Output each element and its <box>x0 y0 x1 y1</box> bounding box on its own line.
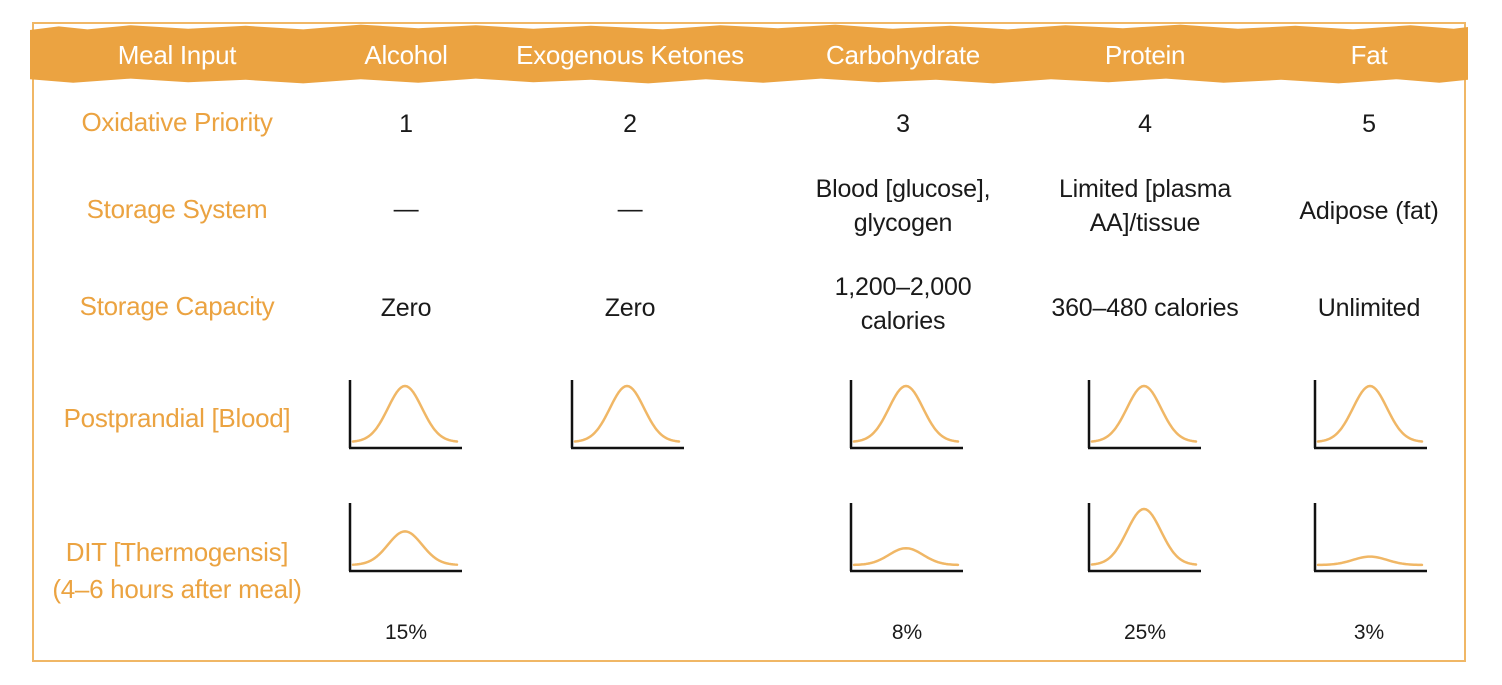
dit-curve-carbohydrate-line <box>852 546 960 567</box>
header-meal-input: Meal Input <box>117 40 237 70</box>
postprandial-curve-carbohydrate-line <box>852 384 960 443</box>
postprandial-curve-fat-line <box>1316 384 1424 443</box>
postprandial-curve-protein-line <box>1090 384 1198 443</box>
storage-capacity-alcohol: Zero <box>380 294 432 322</box>
header-band <box>30 24 1468 84</box>
row-label-postprandial: Postprandial [Blood] <box>63 403 291 433</box>
storage-capacity-carbohydrate: 1,200–2,000 calories <box>835 270 972 338</box>
row-label-oxidative-priority: Oxidative Priority <box>81 107 273 137</box>
dit-percent-carbohydrate: 8% <box>891 621 923 644</box>
header-alcohol: Alcohol <box>364 40 448 70</box>
storage-capacity-protein: 360–480 calories <box>1051 294 1239 322</box>
postprandial-curve-alcohol-line <box>351 384 459 443</box>
dit-curve-protein-line <box>1090 507 1198 566</box>
dit-curve-fat-line <box>1316 555 1424 567</box>
row-label-storage-capacity: Storage Capacity <box>79 291 275 321</box>
storage-capacity-carbohydrate-line2: calories <box>860 307 946 335</box>
postprandial-curve-alcohol <box>348 380 462 450</box>
postprandial-curve-ketones <box>570 380 684 450</box>
row-label-dit-line2: (4–6 hours after meal) <box>52 574 302 604</box>
row-label-dit: DIT [Thermogensis] (4–6 hours after meal… <box>52 537 301 605</box>
row-label-storage-system: Storage System <box>86 194 268 224</box>
oxidative-priority-fat: 5 <box>1362 110 1376 138</box>
storage-system-fat: Adipose (fat) <box>1299 197 1439 225</box>
storage-system-carbohydrate-line1: Blood [glucose], <box>815 175 991 203</box>
dit-curve-alcohol <box>348 503 462 573</box>
storage-system-protein: Limited [plasma AA]/tissue <box>1059 172 1231 240</box>
dit-curve-protein <box>1087 503 1201 573</box>
storage-system-ketones: — <box>617 195 643 223</box>
storage-system-protein-line1: Limited [plasma <box>1058 175 1232 203</box>
dit-percent-protein: 25% <box>1123 621 1167 644</box>
dit-curve-fat <box>1313 503 1427 573</box>
storage-capacity-ketones: Zero <box>604 294 656 322</box>
dit-percent-fat: 3% <box>1353 621 1385 644</box>
oxidative-priority-alcohol: 1 <box>399 110 413 138</box>
storage-system-carbohydrate-line2: glycogen <box>853 209 953 237</box>
header-carbohydrate: Carbohydrate <box>826 40 980 70</box>
storage-system-carbohydrate: Blood [glucose], glycogen <box>816 172 991 240</box>
table-frame <box>32 22 1466 662</box>
row-label-dit-line1: DIT [Thermogensis] <box>65 537 289 567</box>
dit-percent-alcohol: 15% <box>384 621 428 644</box>
dit-curve-carbohydrate <box>849 503 963 573</box>
dit-curve-alcohol-line <box>351 530 459 566</box>
postprandial-curve-ketones-line <box>573 384 681 443</box>
postprandial-curve-fat <box>1313 380 1427 450</box>
storage-system-alcohol: — <box>393 195 419 223</box>
header-exogenous-ketones: Exogenous Ketones <box>516 40 744 70</box>
oxidative-priority-protein: 4 <box>1138 110 1152 138</box>
storage-system-protein-line2: AA]/tissue <box>1089 209 1201 237</box>
header-fat: Fat <box>1350 40 1388 70</box>
postprandial-curve-carbohydrate <box>849 380 963 450</box>
postprandial-curve-protein <box>1087 380 1201 450</box>
oxidative-priority-carbohydrate: 3 <box>896 110 910 138</box>
storage-capacity-carbohydrate-line1: 1,200–2,000 <box>834 273 972 301</box>
header-protein: Protein <box>1104 40 1186 70</box>
oxidative-priority-ketones: 2 <box>623 110 637 138</box>
storage-capacity-fat: Unlimited <box>1317 294 1421 322</box>
